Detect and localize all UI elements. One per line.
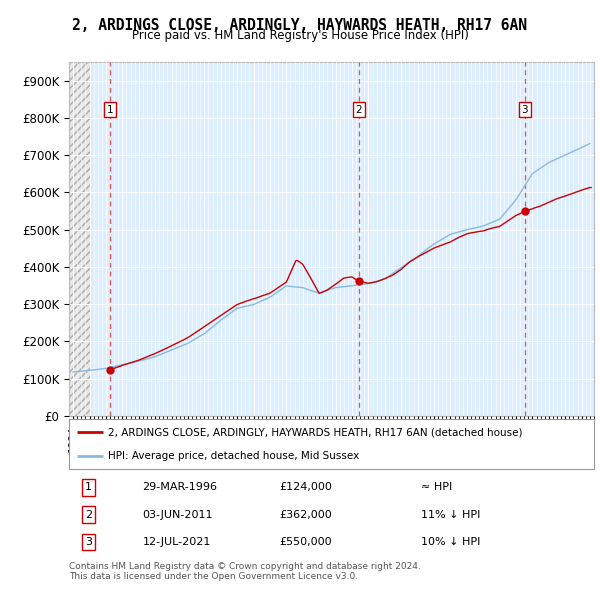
Text: 1: 1 xyxy=(107,105,113,114)
Text: 03-JUN-2011: 03-JUN-2011 xyxy=(143,510,213,520)
Text: 29-MAR-1996: 29-MAR-1996 xyxy=(143,483,218,493)
Bar xyxy=(69,62,89,416)
Text: £124,000: £124,000 xyxy=(279,483,332,493)
Text: 3: 3 xyxy=(85,537,92,547)
Bar xyxy=(69,62,89,416)
Text: ≈ HPI: ≈ HPI xyxy=(421,483,452,493)
Text: Price paid vs. HM Land Registry's House Price Index (HPI): Price paid vs. HM Land Registry's House … xyxy=(131,30,469,42)
Text: 2, ARDINGS CLOSE, ARDINGLY, HAYWARDS HEATH, RH17 6AN: 2, ARDINGS CLOSE, ARDINGLY, HAYWARDS HEA… xyxy=(73,18,527,32)
Text: £550,000: £550,000 xyxy=(279,537,332,547)
Text: 2, ARDINGS CLOSE, ARDINGLY, HAYWARDS HEATH, RH17 6AN (detached house): 2, ARDINGS CLOSE, ARDINGLY, HAYWARDS HEA… xyxy=(109,427,523,437)
Text: 2: 2 xyxy=(356,105,362,114)
Text: 2: 2 xyxy=(85,510,92,520)
Text: Contains HM Land Registry data © Crown copyright and database right 2024.
This d: Contains HM Land Registry data © Crown c… xyxy=(69,562,421,581)
Text: 10% ↓ HPI: 10% ↓ HPI xyxy=(421,537,480,547)
Text: 3: 3 xyxy=(521,105,528,114)
Text: 12-JUL-2021: 12-JUL-2021 xyxy=(143,537,211,547)
Text: 11% ↓ HPI: 11% ↓ HPI xyxy=(421,510,480,520)
Text: HPI: Average price, detached house, Mid Sussex: HPI: Average price, detached house, Mid … xyxy=(109,451,359,461)
Text: 1: 1 xyxy=(85,483,92,493)
Text: £362,000: £362,000 xyxy=(279,510,332,520)
